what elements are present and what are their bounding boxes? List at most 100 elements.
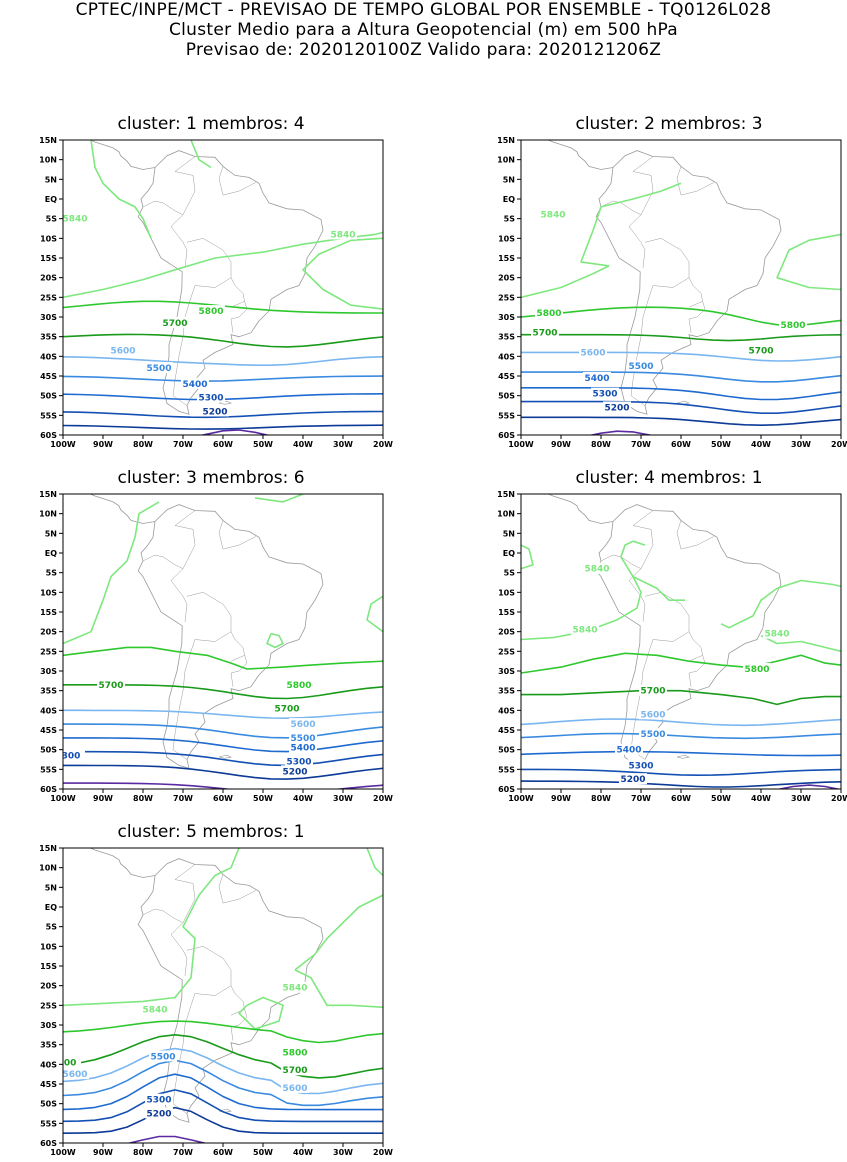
country-border: [676, 166, 714, 196]
lon-tick-label: 40W: [293, 440, 313, 449]
lat-tick-label: 25S: [40, 647, 57, 656]
contour-line-5300: [63, 750, 383, 767]
country-border: [142, 554, 184, 569]
lon-tick-label: 30W: [791, 794, 811, 803]
lat-tick-label: 40S: [498, 352, 515, 361]
lon-tick-label: 40W: [293, 794, 313, 803]
contour-line-5300: [63, 1089, 383, 1123]
country-border: [172, 285, 196, 406]
lat-tick-label: 40S: [40, 352, 57, 361]
lat-tick-label: 15S: [40, 608, 57, 617]
country-border: [230, 672, 234, 687]
contour-line-5600: [521, 718, 841, 727]
contour-label-background: [743, 663, 771, 675]
country-border: [174, 156, 196, 215]
contour-line-5500: [63, 375, 383, 382]
contour-line-5840: [366, 595, 383, 633]
lat-tick-label: 10S: [498, 234, 515, 243]
lon-tick-label: 80W: [591, 794, 611, 803]
contour-label: 5300: [198, 394, 223, 404]
contour-label-background: [63, 1056, 81, 1068]
contour-line-5200: [521, 416, 841, 426]
country-border: [230, 1026, 234, 1041]
country-border: [230, 1009, 248, 1028]
south-america-coastline: [595, 150, 782, 415]
contour-label: 5500: [146, 364, 171, 374]
lat-tick-label: 60S: [40, 431, 57, 440]
contour-line-5840: [266, 632, 284, 649]
lon-tick-label: 20W: [831, 440, 847, 449]
contour-line-5840: [521, 265, 610, 299]
contour-label-background: [281, 1046, 309, 1058]
lat-tick-label: 35S: [40, 333, 57, 342]
lon-tick-label: 90W: [93, 1148, 113, 1157]
contour-label: 5700: [748, 346, 773, 356]
lat-tick-label: 5S: [504, 569, 516, 578]
contour-line-5600: [63, 356, 383, 366]
country-border: [186, 238, 232, 288]
country-border: [688, 318, 692, 333]
map-background: [521, 494, 841, 789]
lat-tick-label: EQ: [45, 195, 57, 204]
contour-line-5840: [238, 996, 284, 1030]
lon-tick-label: 90W: [93, 440, 113, 449]
contour-label: 5840: [282, 984, 307, 994]
contour-label: 5400: [182, 380, 207, 390]
south-america-coastline: [137, 150, 324, 415]
contour-label: 5800: [536, 309, 561, 319]
lon-tick-label: 30W: [333, 440, 353, 449]
contour-label-background: [539, 208, 567, 220]
map-plot: 5840 5800 5800 5700 5700 5600 5500 5400 5300 5200…: [497, 136, 847, 449]
lon-tick-label: 60W: [671, 794, 691, 803]
contour-label: 5800: [198, 307, 223, 317]
contour-label-background: [583, 371, 611, 383]
country-border: [142, 200, 184, 215]
contour-label-background: [639, 708, 667, 720]
lat-tick-label: 35S: [498, 333, 515, 342]
contour-label-background: [281, 981, 309, 993]
lon-tick-label: 70W: [173, 440, 193, 449]
contour-label: 5600: [110, 346, 135, 356]
contour-line-5700: [63, 333, 383, 348]
lat-tick-label: 15N: [39, 490, 57, 499]
country-border: [644, 238, 690, 288]
map-plot: 5840 5840 5840 5800 5700 5600 5500 5400 5300 5200…: [497, 490, 847, 803]
contour-label: 5840: [540, 211, 565, 221]
contour-label: 5800: [744, 665, 769, 675]
contour-line-5840: [720, 579, 841, 629]
contour-line-5400: [521, 750, 841, 757]
contour-label: 5800: [780, 321, 805, 331]
country-border: [174, 864, 196, 923]
lat-tick-label: EQ: [45, 549, 57, 558]
lat-tick-label: EQ: [503, 195, 515, 204]
contour-label: 300: [62, 752, 81, 762]
contour-label-background: [181, 377, 209, 389]
country-border: [688, 655, 706, 674]
contour-line-5500: [521, 371, 841, 383]
contour-line-5840: [294, 969, 383, 1009]
map-panel-cluster-5: cluster: 5 membros: 1 5840 5840 5800 700 570…: [36, 822, 396, 1162]
contour-label: 5840: [764, 630, 789, 640]
lat-tick-label: 10S: [498, 588, 515, 597]
contour-line-5800: [63, 1020, 383, 1044]
contour-line-5600: [63, 1047, 383, 1095]
lat-tick-label: 35S: [498, 687, 515, 696]
map-plot: 5840 5840 5800 5700 5600 5500 5400 5300 5200 15N 1…: [39, 136, 393, 449]
lat-tick-label: 15N: [497, 136, 515, 145]
map-background: [63, 140, 383, 435]
lat-tick-label: 10N: [39, 156, 57, 165]
lat-tick-label: 50S: [498, 746, 515, 755]
country-border: [218, 520, 256, 550]
country-border: [142, 908, 184, 923]
falkland-islands: [218, 400, 232, 405]
lat-tick-label: 15N: [497, 490, 515, 499]
contour-line-5840: [580, 182, 682, 267]
lon-tick-label: 100W: [50, 1148, 76, 1157]
lat-tick-label: 35S: [40, 1041, 57, 1050]
contour-line-5840: [190, 140, 212, 169]
contour-label-background: [747, 344, 775, 356]
contour-label: 5200: [604, 403, 629, 413]
contour-label-background: [615, 743, 643, 755]
lat-tick-label: 30S: [40, 1021, 57, 1030]
contour-label-background: [603, 401, 631, 413]
